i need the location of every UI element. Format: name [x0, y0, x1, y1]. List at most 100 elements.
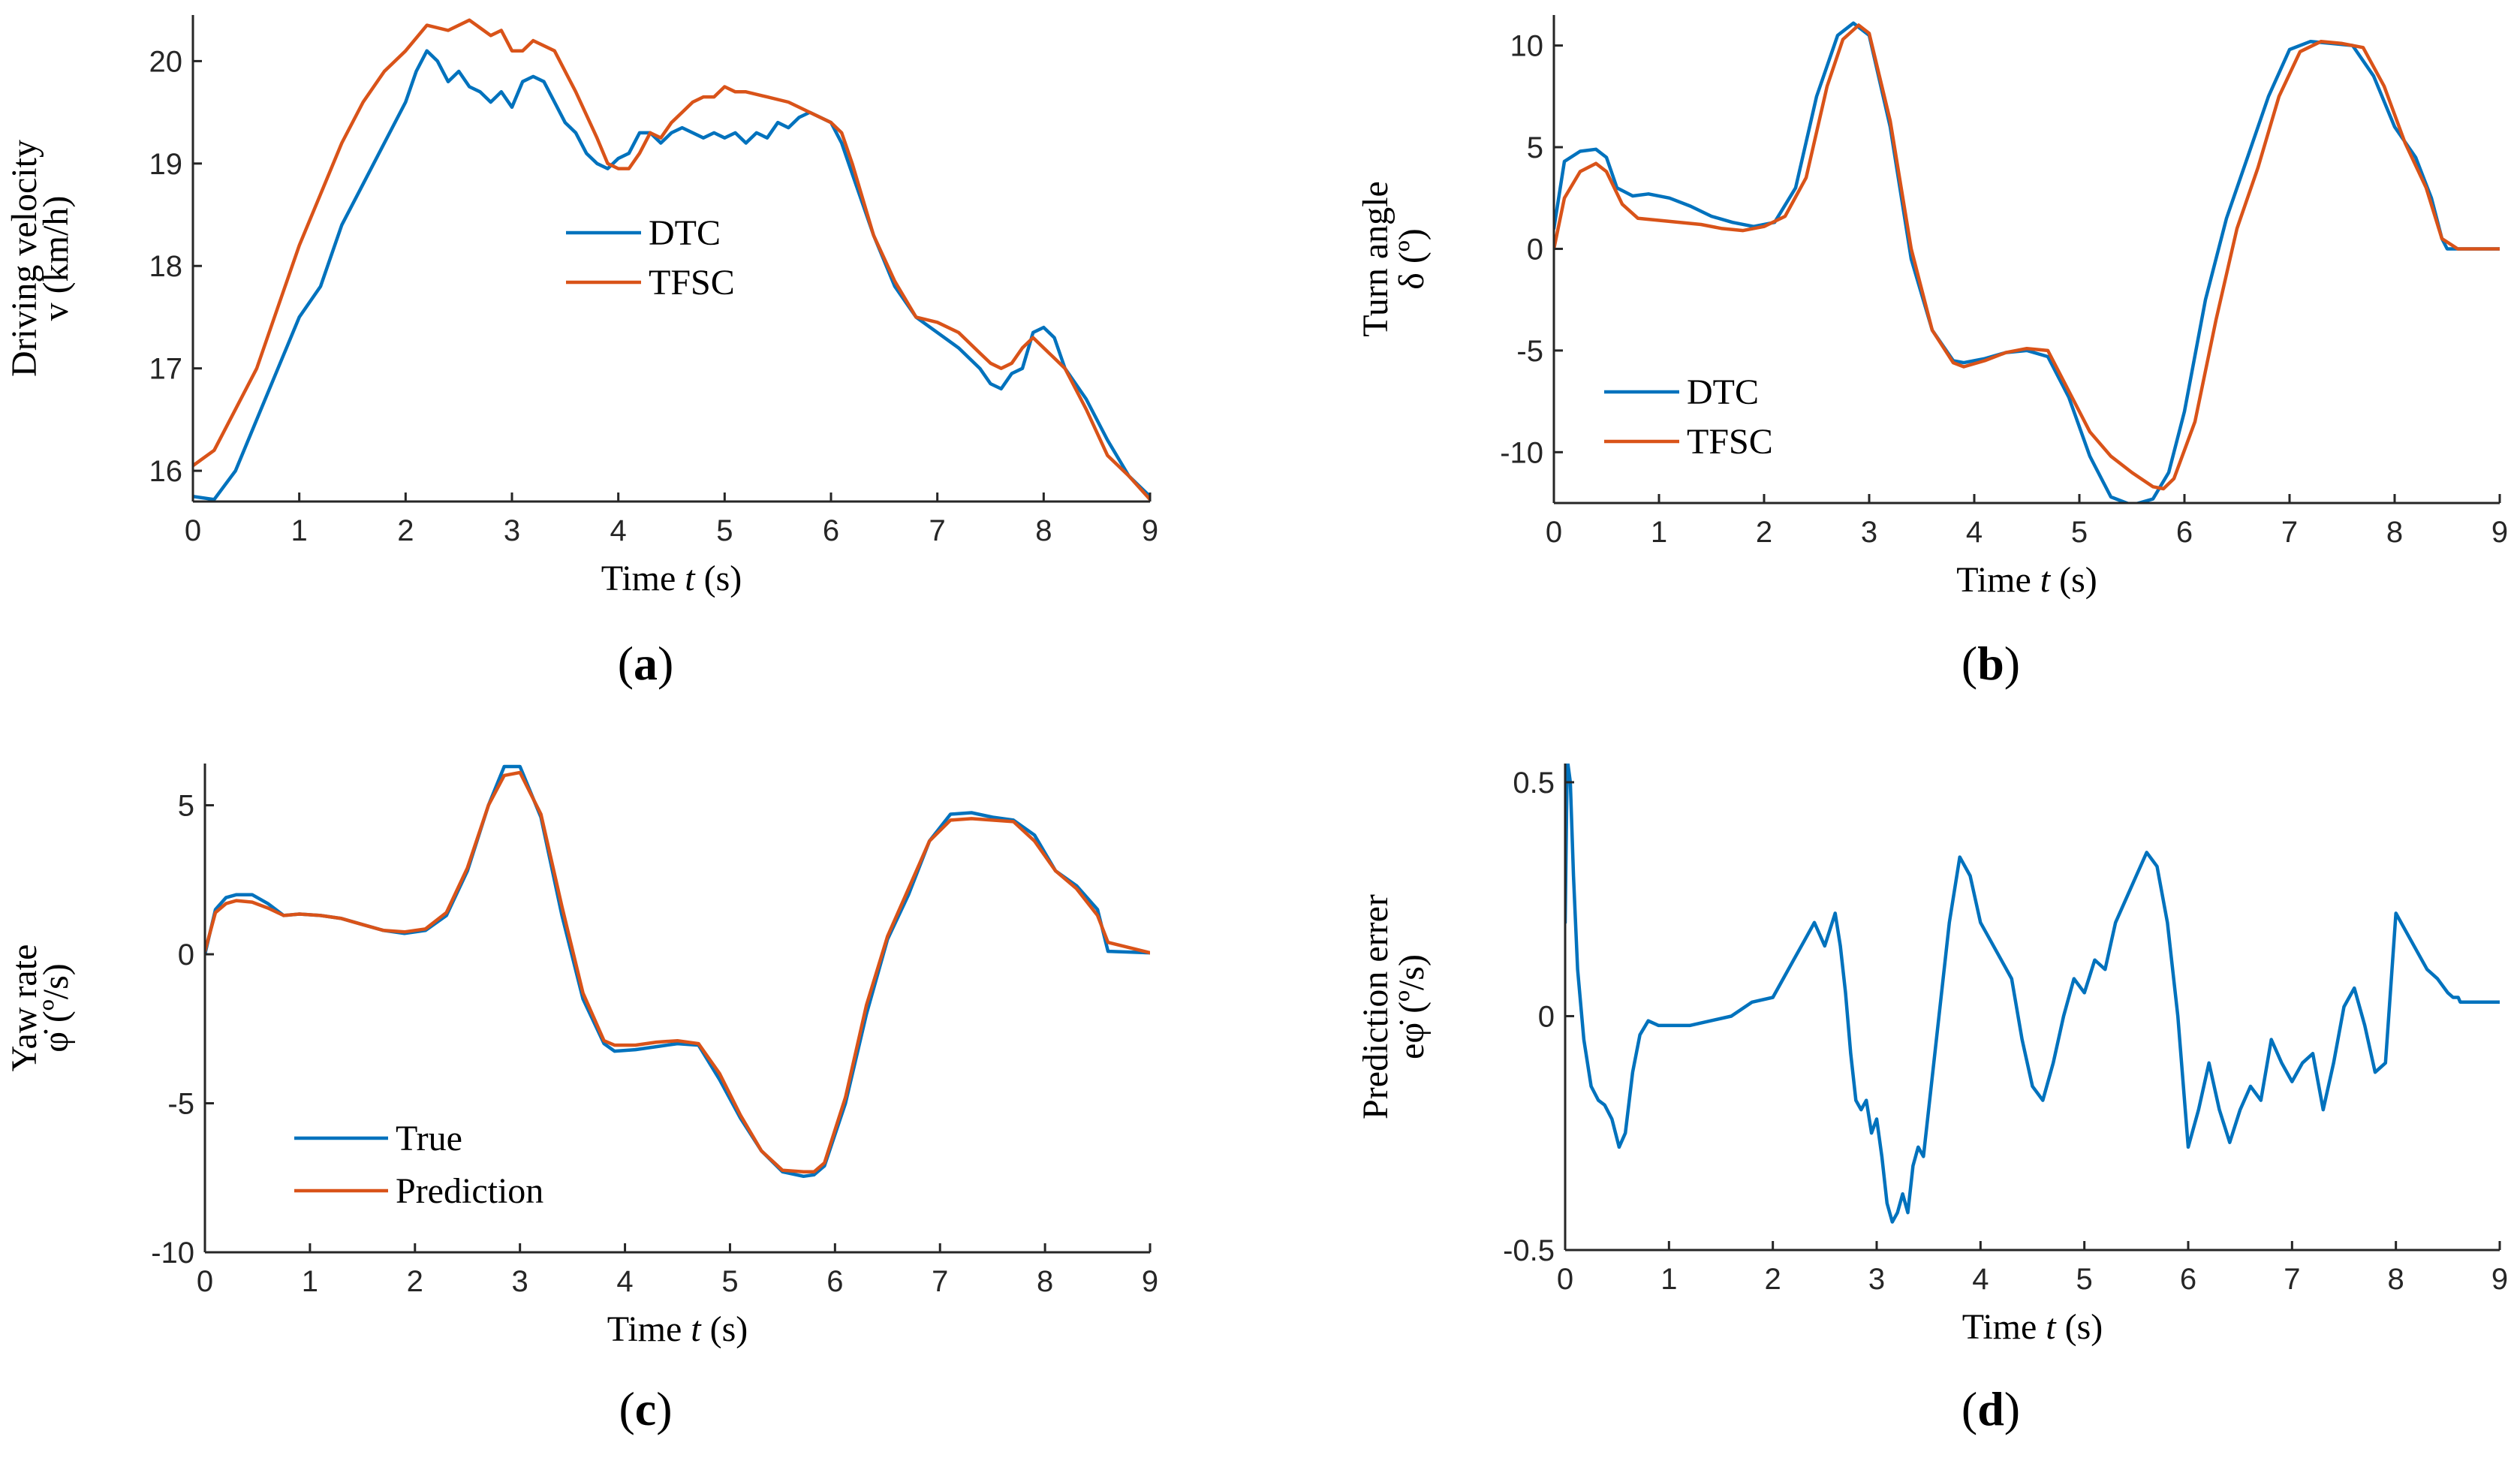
y-tick-label: 18 — [149, 250, 183, 283]
panel-caption: (d) — [1962, 1382, 2020, 1435]
x-tick-label: 1 — [1660, 1263, 1677, 1296]
x-label-var: t — [2040, 560, 2052, 600]
legend-label: TFSC — [649, 263, 735, 303]
x-label-suffix: (s) — [695, 559, 742, 598]
x-tick-label: 0 — [1546, 516, 1562, 549]
y-tick-label: 5 — [1527, 131, 1543, 164]
y-tick-label: 0 — [178, 938, 194, 971]
x-tick-label: 7 — [2281, 516, 2298, 549]
panel-caption: (c) — [619, 1382, 672, 1435]
series-line-tfsc — [1554, 23, 2500, 491]
x-tick-label: 8 — [2388, 1263, 2404, 1296]
x-tick-label: 9 — [2491, 1263, 2508, 1296]
y-tick-label: 0.5 — [1513, 767, 1555, 800]
x-tick-label: 5 — [2071, 516, 2088, 549]
x-tick-label: 9 — [2491, 516, 2508, 549]
x-label-prefix: Time — [607, 1309, 691, 1349]
x-tick-label: 4 — [616, 1265, 633, 1298]
x-tick-label: 8 — [1035, 514, 1052, 547]
y-tick-label: 10 — [1510, 30, 1544, 63]
y-axis-label-line: Prediction errer — [1356, 894, 1395, 1119]
series-line-prediction — [205, 770, 1150, 1174]
x-tick-label: 5 — [2076, 1263, 2093, 1296]
x-label-suffix: (s) — [701, 1309, 748, 1349]
series-line-tfsc — [193, 18, 1150, 502]
x-tick-label: 3 — [1861, 516, 1877, 549]
caption-open: ( — [619, 1382, 634, 1435]
caption-close: ) — [656, 1382, 672, 1435]
x-axis-label: Time t (s) — [1962, 1307, 2103, 1347]
x-label-prefix: Time — [1956, 560, 2040, 600]
x-label-prefix: Time — [1962, 1307, 2046, 1347]
x-tick-label: 6 — [823, 514, 839, 547]
series-line-dtc — [193, 49, 1150, 502]
x-tick-label: 6 — [2180, 1263, 2196, 1296]
x-label-var: t — [691, 1309, 702, 1349]
caption-close: ) — [2004, 1382, 2020, 1435]
y-tick-label: -0.5 — [1503, 1234, 1555, 1267]
y-tick-label: 0 — [1527, 233, 1543, 266]
x-tick-label: 1 — [291, 514, 308, 547]
y-axis-label-line: eφ̇ (º/s) — [1392, 954, 1432, 1059]
x-tick-label: 1 — [1651, 516, 1667, 549]
caption-letter: a — [634, 637, 658, 690]
x-tick-label: 2 — [397, 514, 414, 547]
x-tick-label: 7 — [929, 514, 946, 547]
x-tick-label: 0 — [185, 514, 201, 547]
caption-close: ) — [658, 637, 673, 690]
x-tick-label: 6 — [826, 1265, 843, 1298]
y-axis-label-line: Turn angle — [1356, 181, 1395, 337]
y-axis-label-line: Driving velocity — [5, 140, 44, 377]
x-label-var: t — [685, 559, 696, 598]
x-tick-label: 3 — [504, 514, 520, 547]
x-tick-label: 7 — [932, 1265, 948, 1298]
panel-caption: (a) — [618, 637, 674, 690]
y-tick-label: -5 — [1516, 335, 1543, 368]
caption-letter: c — [635, 1382, 656, 1435]
y-tick-label: 20 — [149, 45, 183, 78]
series-line-true — [205, 764, 1150, 1179]
series-line-prediction-error — [1565, 764, 2500, 1224]
legend-label: TFSC — [1687, 422, 1773, 462]
x-tick-label: 3 — [512, 1265, 528, 1298]
caption-close: ) — [2004, 637, 2020, 690]
x-label-suffix: (s) — [2050, 560, 2097, 600]
legend-label: DTC — [1687, 372, 1759, 412]
x-tick-label: 2 — [1765, 1263, 1781, 1296]
y-axis-label-line: δ (º) — [1392, 228, 1432, 289]
y-axis-label-line: φ̇ (º/s) — [36, 963, 76, 1053]
x-tick-label: 5 — [716, 514, 733, 547]
x-label-prefix: Time — [601, 559, 685, 598]
legend-label: DTC — [649, 213, 721, 253]
y-tick-label: 19 — [149, 148, 183, 181]
caption-open: ( — [1962, 637, 1977, 690]
x-label-var: t — [2046, 1307, 2057, 1347]
x-tick-label: 5 — [721, 1265, 738, 1298]
y-axis-label-line: v (km/h) — [36, 196, 76, 321]
y-tick-label: 0 — [1538, 1000, 1555, 1033]
y-tick-label: 17 — [149, 353, 183, 386]
x-tick-label: 0 — [1557, 1263, 1573, 1296]
y-tick-label: 16 — [149, 455, 183, 488]
x-tick-label: 4 — [1972, 1263, 1989, 1296]
y-tick-label: -5 — [167, 1088, 194, 1121]
x-tick-label: 6 — [2176, 516, 2193, 549]
x-tick-label: 3 — [1868, 1263, 1885, 1296]
x-tick-label: 0 — [197, 1265, 213, 1298]
panel-a: 0 1 2 3 4 5 6 7 8 9 16 17 18 19 20 Time t (s) Driving ve… — [5, 15, 1158, 690]
legend-label: True — [396, 1119, 462, 1158]
panel-caption: (b) — [1962, 637, 2020, 690]
x-label-suffix: (s) — [2056, 1307, 2103, 1347]
y-tick-label: 5 — [178, 790, 194, 823]
x-tick-label: 9 — [1142, 1265, 1158, 1298]
x-tick-label: 4 — [610, 514, 627, 547]
x-tick-label: 7 — [2284, 1263, 2300, 1296]
caption-letter: d — [1977, 1382, 2004, 1435]
y-axis-label-line: Yaw rate — [5, 944, 44, 1072]
x-tick-label: 8 — [1037, 1265, 1053, 1298]
y-tick-label: -10 — [151, 1237, 194, 1270]
caption-letter: b — [1977, 637, 2004, 690]
